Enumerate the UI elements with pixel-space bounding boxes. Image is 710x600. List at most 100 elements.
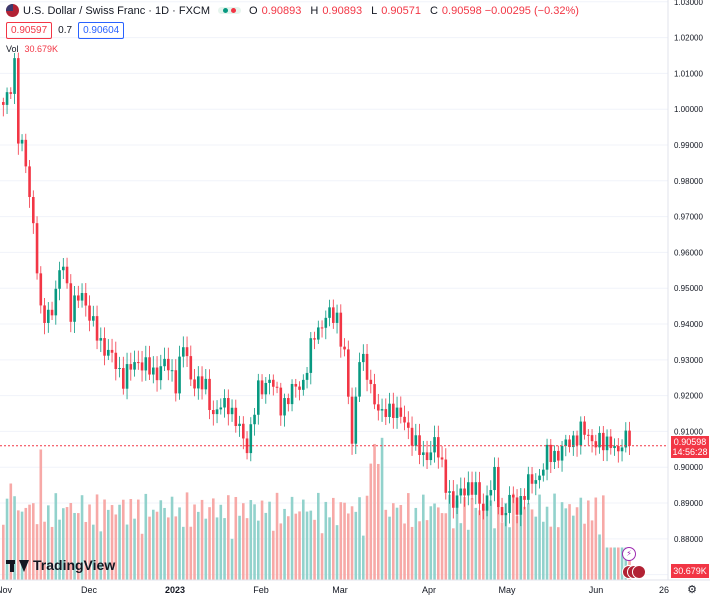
candle-body xyxy=(602,432,605,451)
candle-body xyxy=(107,349,110,356)
candle-body xyxy=(272,379,275,387)
symbol-title[interactable]: U.S. Dollar / Swiss Franc · 1D · FXCM xyxy=(23,4,211,17)
candle-body xyxy=(47,309,50,323)
price-tick-label: 0.93000 xyxy=(674,356,703,365)
volume-bar xyxy=(253,504,256,580)
candle-body xyxy=(369,379,373,385)
status-icon[interactable] xyxy=(218,7,242,14)
volume-bar xyxy=(317,492,320,580)
volume-bar xyxy=(560,502,564,580)
candle-body xyxy=(354,396,358,444)
volume-bar xyxy=(429,506,433,580)
candle-body xyxy=(13,58,16,94)
candle-body xyxy=(230,407,234,415)
candle-body xyxy=(332,307,335,323)
price-tick-label: 0.89000 xyxy=(674,499,703,508)
candle-body xyxy=(208,378,211,411)
candle-body xyxy=(287,398,290,405)
price-tick-label: 0.97000 xyxy=(674,213,703,222)
volume-bar xyxy=(84,521,88,580)
volume-bar xyxy=(358,497,361,580)
candle-body xyxy=(125,364,129,389)
candle-body xyxy=(133,362,136,370)
price-axis[interactable]: 1.03000 1.02000 1.01000 1.00000 0.99000 0.980… xyxy=(667,0,703,580)
candle-body xyxy=(9,92,13,94)
volume-bar xyxy=(110,505,114,580)
candle-body xyxy=(39,273,43,306)
price-tick-label: 0.94000 xyxy=(674,320,703,329)
candle-body xyxy=(594,441,598,448)
candle-body xyxy=(339,312,343,347)
volume-bar xyxy=(290,496,294,580)
candle-body xyxy=(425,452,429,461)
volume-bar xyxy=(39,449,43,580)
volume-bar xyxy=(324,501,328,580)
candle-body xyxy=(137,362,140,364)
volume-bar xyxy=(392,503,395,580)
candle-body xyxy=(20,139,24,144)
candle-body xyxy=(575,435,579,446)
buy-button[interactable]: 0.90604 xyxy=(78,22,125,39)
time-axis[interactable]: Nov Dec 2023 Feb Mar Apr May Jun 26 xyxy=(0,579,710,595)
event-bolt-icon[interactable]: ⚡ xyxy=(622,547,636,561)
price-tick-label: 0.96000 xyxy=(674,248,703,257)
volume-bar xyxy=(62,508,65,580)
candle-body xyxy=(545,444,549,470)
volume-tag: 30.679K xyxy=(671,564,709,578)
volume-bar xyxy=(437,507,440,580)
volume-bar xyxy=(227,495,230,580)
candle-body xyxy=(24,139,28,167)
candle-body xyxy=(474,482,478,495)
economic-events-icon[interactable] xyxy=(622,565,646,579)
volume-bar xyxy=(493,528,496,580)
candle-body xyxy=(624,430,628,448)
candle-body xyxy=(242,423,245,439)
candle-body xyxy=(549,444,553,463)
candle-body xyxy=(92,316,95,321)
candle-body xyxy=(512,494,515,498)
volume-bar xyxy=(129,499,133,580)
volume-bar xyxy=(617,547,620,580)
volume-bar xyxy=(613,547,616,580)
volume-bar xyxy=(260,500,264,580)
volume-bar xyxy=(335,525,339,580)
volume-bar xyxy=(238,515,241,580)
candle-body xyxy=(437,437,440,458)
candle-body xyxy=(519,496,523,515)
volume-bar xyxy=(320,533,324,580)
volume-bar xyxy=(362,535,365,580)
volume-bar xyxy=(523,506,526,580)
sell-button[interactable]: 0.90597 xyxy=(6,22,53,39)
volume-bar xyxy=(534,516,538,580)
volume-bar xyxy=(65,507,69,580)
volume-bar xyxy=(159,500,163,580)
candle-body xyxy=(73,295,76,322)
volume-bar xyxy=(624,547,628,580)
candle-body xyxy=(365,353,369,380)
volume-bar xyxy=(575,507,579,580)
volume-bar xyxy=(377,463,380,580)
candle-body xyxy=(455,495,459,508)
price-tick-label: 0.91000 xyxy=(674,427,703,436)
volume-bar xyxy=(272,530,275,580)
candle-body xyxy=(564,439,568,446)
candle-body xyxy=(414,435,418,446)
volume-bar xyxy=(347,513,350,580)
logo-text: TradingView xyxy=(33,557,116,573)
settings-gear-icon[interactable]: ⚙ xyxy=(687,584,697,596)
volume-bar xyxy=(519,511,523,580)
candle-body xyxy=(515,497,519,515)
volume-bar xyxy=(28,504,31,580)
volume-bar xyxy=(95,494,99,580)
candle-body xyxy=(598,432,601,448)
price-tick-label: 1.02000 xyxy=(674,34,703,43)
candle-body xyxy=(500,507,504,516)
candle-body xyxy=(399,407,403,417)
candle-body xyxy=(99,338,103,341)
tradingview-logo[interactable]: TradingView xyxy=(6,557,115,573)
volume-bar xyxy=(418,521,421,580)
time-tick-label: Dec xyxy=(81,585,98,595)
volume-bar xyxy=(268,501,271,580)
volume-bar xyxy=(470,498,474,580)
